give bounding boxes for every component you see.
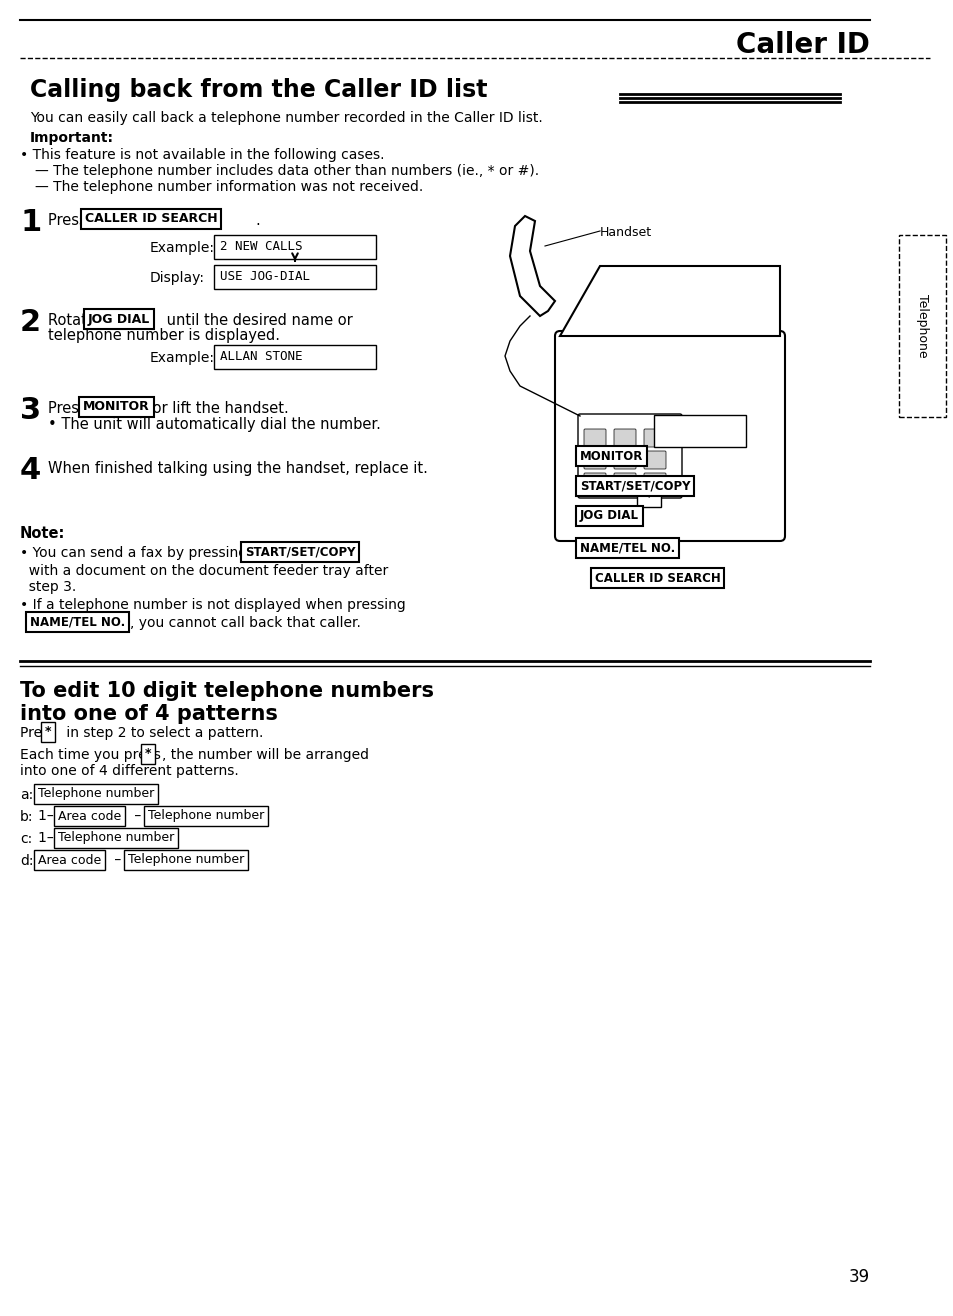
Text: • This feature is not available in the following cases.: • This feature is not available in the f… — [20, 147, 384, 162]
Text: into one of 4 different patterns.: into one of 4 different patterns. — [20, 765, 238, 778]
Text: Press: Press — [48, 213, 91, 228]
Text: Each time you press: Each time you press — [20, 747, 165, 762]
Text: or lift the handset.: or lift the handset. — [148, 401, 289, 416]
Text: Telephone number: Telephone number — [58, 832, 174, 845]
Polygon shape — [510, 216, 555, 316]
Text: Calling back from the Caller ID list: Calling back from the Caller ID list — [30, 78, 487, 103]
Text: in step 2 to select a pattern.: in step 2 to select a pattern. — [62, 726, 263, 740]
Text: telephone number is displayed.: telephone number is displayed. — [48, 328, 280, 343]
Text: USE JOG-DIAL: USE JOG-DIAL — [220, 271, 310, 283]
Text: Handset: Handset — [599, 226, 652, 240]
Text: until the desired name or: until the desired name or — [162, 313, 353, 328]
Text: CALLER ID SEARCH: CALLER ID SEARCH — [85, 212, 217, 225]
Text: –: – — [110, 853, 126, 867]
Text: START/SET/COPY: START/SET/COPY — [245, 546, 355, 558]
Text: c:: c: — [20, 832, 32, 846]
Text: .: . — [254, 213, 259, 228]
Text: into one of 4 patterns: into one of 4 patterns — [20, 704, 277, 724]
Text: d:: d: — [20, 854, 33, 869]
Text: NAME/TEL NO.: NAME/TEL NO. — [30, 616, 125, 629]
Text: MONITOR: MONITOR — [83, 400, 150, 413]
FancyBboxPatch shape — [583, 451, 605, 468]
Text: Display:: Display: — [150, 271, 205, 286]
FancyBboxPatch shape — [898, 236, 945, 417]
Text: MONITOR: MONITOR — [579, 450, 642, 462]
Text: 1–: 1– — [38, 809, 58, 822]
Text: Important:: Important: — [30, 132, 113, 145]
Text: Telephone: Telephone — [916, 295, 928, 358]
FancyBboxPatch shape — [614, 429, 636, 447]
Text: with a document on the document feeder tray after: with a document on the document feeder t… — [20, 565, 388, 578]
Text: START/SET/COPY: START/SET/COPY — [579, 479, 690, 492]
Text: , the number will be arranged: , the number will be arranged — [162, 747, 369, 762]
Text: Rotate: Rotate — [48, 313, 100, 328]
FancyBboxPatch shape — [654, 415, 745, 447]
FancyBboxPatch shape — [583, 429, 605, 447]
Text: When finished talking using the handset, replace it.: When finished talking using the handset,… — [48, 461, 428, 476]
FancyBboxPatch shape — [213, 265, 375, 290]
Text: 1–: 1– — [38, 830, 58, 845]
Text: — The telephone number information was not received.: — The telephone number information was n… — [35, 180, 423, 193]
Text: –: – — [130, 809, 146, 822]
Text: 2 NEW CALLS: 2 NEW CALLS — [220, 241, 302, 254]
Text: • If a telephone number is not displayed when pressing: • If a telephone number is not displayed… — [20, 597, 405, 612]
Text: Example:: Example: — [150, 241, 214, 255]
Text: NAME/TEL NO.: NAME/TEL NO. — [579, 541, 675, 554]
Text: Caller ID: Caller ID — [736, 32, 869, 59]
Text: Example:: Example: — [150, 351, 214, 365]
Text: step 3.: step 3. — [20, 580, 76, 594]
FancyBboxPatch shape — [614, 451, 636, 468]
Text: *: * — [145, 747, 152, 761]
Text: You can easily call back a telephone number recorded in the Caller ID list.: You can easily call back a telephone num… — [30, 111, 542, 125]
Text: *: * — [45, 725, 51, 738]
Text: Area code: Area code — [58, 809, 121, 822]
FancyBboxPatch shape — [614, 472, 636, 491]
Text: 39: 39 — [848, 1269, 869, 1286]
Text: • You can send a fax by pressing: • You can send a fax by pressing — [20, 546, 252, 561]
Text: 1: 1 — [20, 208, 41, 237]
Text: ALLAN STONE: ALLAN STONE — [220, 350, 302, 363]
Text: b:: b: — [20, 811, 33, 824]
Text: Press: Press — [48, 401, 91, 416]
Text: • The unit will automatically dial the number.: • The unit will automatically dial the n… — [48, 417, 380, 432]
FancyBboxPatch shape — [578, 415, 681, 497]
Text: a:: a: — [20, 788, 33, 801]
Text: Note:: Note: — [20, 526, 66, 541]
FancyBboxPatch shape — [643, 451, 665, 468]
FancyBboxPatch shape — [583, 472, 605, 491]
Text: 4: 4 — [20, 457, 41, 486]
Text: Press: Press — [20, 726, 61, 740]
Text: 2: 2 — [20, 308, 41, 337]
Polygon shape — [559, 266, 780, 336]
Text: 3: 3 — [20, 396, 41, 425]
Text: JOG DIAL: JOG DIAL — [579, 509, 639, 522]
FancyBboxPatch shape — [555, 332, 784, 541]
Text: Telephone number: Telephone number — [148, 809, 264, 822]
Text: Telephone number: Telephone number — [38, 787, 154, 800]
FancyBboxPatch shape — [643, 429, 665, 447]
Text: CALLER ID SEARCH: CALLER ID SEARCH — [595, 571, 720, 584]
Text: , you cannot call back that caller.: , you cannot call back that caller. — [130, 616, 360, 630]
Text: *: * — [645, 491, 652, 504]
Text: JOG DIAL: JOG DIAL — [88, 312, 150, 325]
Text: To edit 10 digit telephone numbers: To edit 10 digit telephone numbers — [20, 680, 434, 701]
FancyBboxPatch shape — [637, 487, 660, 507]
Text: — The telephone number includes data other than numbers (ie., * or #).: — The telephone number includes data oth… — [35, 164, 538, 178]
FancyBboxPatch shape — [643, 472, 665, 491]
Text: Area code: Area code — [38, 854, 101, 866]
FancyBboxPatch shape — [213, 236, 375, 259]
FancyBboxPatch shape — [213, 345, 375, 368]
Text: Telephone number: Telephone number — [128, 854, 244, 866]
